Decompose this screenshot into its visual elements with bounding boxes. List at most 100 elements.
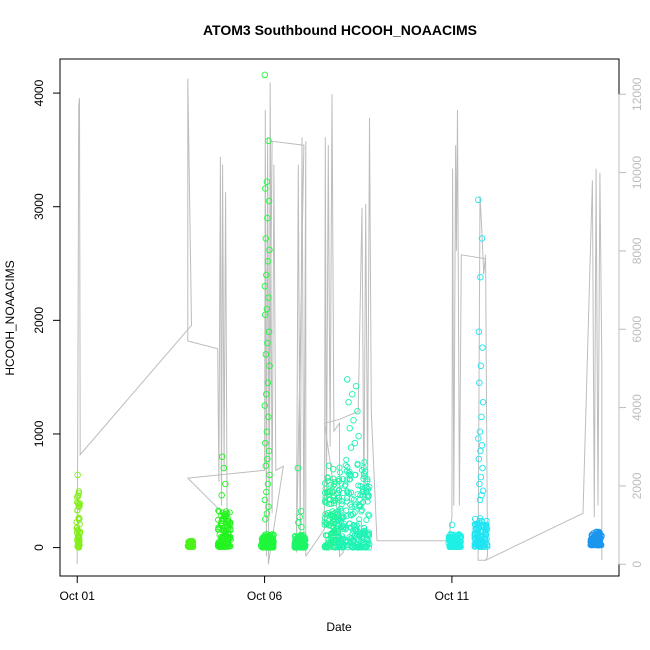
data-point [218, 543, 225, 550]
data-point [266, 362, 273, 370]
flight-cluster [291, 464, 309, 551]
data-point [446, 542, 453, 549]
data-point [224, 515, 231, 522]
data-point [321, 480, 329, 487]
data-point [350, 417, 357, 424]
data-point [324, 539, 332, 546]
data-point [364, 478, 371, 485]
y2-tick-label: 6000 [630, 316, 644, 343]
secondary-series-line [76, 78, 307, 565]
data-point [347, 501, 354, 508]
data-point [343, 456, 350, 463]
data-point [365, 511, 372, 518]
data-point [594, 536, 601, 543]
data-point [329, 465, 337, 473]
data-point [475, 541, 482, 548]
data-point [269, 532, 276, 539]
data-point [474, 520, 481, 527]
data-point [75, 500, 82, 507]
data-point [265, 294, 272, 301]
data-point [343, 498, 350, 505]
data-point [227, 543, 234, 550]
data-point [477, 447, 484, 455]
data-point [356, 496, 363, 503]
data-point [222, 523, 229, 531]
data-point [266, 471, 273, 479]
data-point [262, 185, 269, 192]
data-point [355, 520, 363, 527]
data-point [219, 535, 226, 542]
data-point [293, 538, 300, 545]
data-point [359, 489, 366, 496]
data-point [457, 539, 464, 546]
flight-cluster [73, 471, 84, 551]
y-tick-label: 0 [32, 544, 46, 551]
data-point [262, 235, 270, 242]
data-point [329, 508, 336, 515]
data-point [74, 527, 81, 534]
data-point [473, 541, 480, 548]
data-point [75, 538, 83, 545]
y-tick-label: 3000 [32, 193, 46, 220]
y2-tick-label: 12000 [630, 77, 644, 111]
data-point [589, 537, 597, 544]
data-point [215, 541, 222, 548]
x-axis: Oct 01 Oct 06 Oct 11 [60, 575, 470, 603]
data-point [336, 464, 343, 471]
data-point [262, 351, 270, 358]
x-tick-label: Oct 11 [435, 589, 470, 603]
data-point [335, 533, 342, 540]
data-point [263, 488, 270, 496]
data-point [325, 462, 333, 470]
data-point [263, 510, 271, 517]
data-point [189, 542, 196, 549]
data-point [74, 507, 81, 514]
data-point [364, 494, 371, 501]
data-point [330, 482, 337, 489]
data-point [477, 362, 485, 370]
data-point [264, 258, 272, 265]
data-point [472, 526, 480, 533]
data-point [342, 538, 349, 545]
y-tick-label: 1000 [32, 420, 46, 447]
data-point [479, 487, 487, 495]
data-point [349, 511, 357, 518]
data-point [343, 376, 351, 383]
data-point [347, 511, 354, 518]
data-point [218, 534, 225, 541]
flight-cluster [471, 196, 491, 551]
data-point [343, 513, 350, 520]
data-point [478, 235, 486, 242]
data-point [260, 540, 267, 547]
data-point [354, 528, 361, 535]
data-point [264, 480, 272, 488]
data-point [261, 283, 269, 290]
data-point [300, 538, 308, 545]
data-point [363, 487, 370, 494]
y-tick-label: 4000 [32, 79, 46, 106]
data-point [360, 470, 368, 477]
x-tick-label: Oct 01 [60, 589, 96, 603]
data-point [218, 492, 225, 499]
data-point [476, 480, 483, 488]
data-point [300, 531, 307, 539]
data-point [349, 390, 356, 398]
data-point [339, 542, 346, 549]
data-point [479, 464, 486, 472]
data-point [262, 541, 269, 548]
data-point [343, 507, 350, 514]
data-point [263, 178, 271, 185]
data-point [452, 537, 459, 544]
data-point [264, 214, 271, 222]
data-point [365, 532, 373, 539]
flight-cluster [184, 537, 197, 551]
data-point [477, 473, 485, 481]
data-point [338, 518, 345, 525]
data-point [595, 530, 603, 537]
data-point [324, 474, 331, 481]
data-point [225, 531, 232, 538]
data-point [454, 532, 461, 539]
y-axis: 0 1000 2000 3000 4000 [32, 79, 61, 551]
data-point [335, 494, 342, 501]
data-point [483, 531, 490, 538]
